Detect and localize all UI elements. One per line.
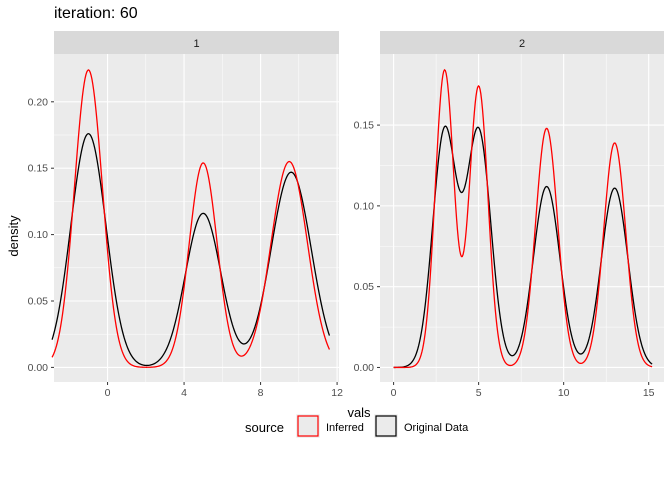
legend-key-swatch [297,415,319,437]
panel-background [380,54,664,382]
facet-strip [54,31,339,54]
facet-panel-1: 1 0.00 0.05 0.10 0.15 0.20 0 4 8 12 [28,31,343,399]
x-tick-label: 15 [643,387,655,399]
y-tick-label: 0.05 [354,281,375,293]
panels-group: 1 0.00 0.05 0.10 0.15 0.20 0 4 8 12 2 0.00 0.05 0.10 0… [28,31,664,399]
facet-strip-label: 2 [519,38,525,50]
legend-key-background [373,413,399,439]
x-tick-label: 8 [258,387,264,399]
panel-background [54,54,339,382]
legend-key-background [295,413,321,439]
y-tick-label: 0.15 [354,120,375,132]
x-axis-label: vals [347,405,371,420]
legend-label: Inferred [326,422,364,434]
y-tick-label: 0.00 [28,362,49,374]
x-tick-label: 0 [391,387,397,399]
density-line-inferred [51,69,331,368]
legend-item-original-data: Original Data [373,413,469,439]
chart-title: iteration: 60 [54,5,138,22]
y-tick-label: 0.00 [354,362,375,374]
y-tick-label: 0.05 [28,295,49,307]
facet-strip [380,31,664,54]
y-tick-label: 0.15 [28,163,49,175]
x-tick-label: 0 [105,387,111,399]
y-tick-label: 0.10 [28,229,49,241]
density-line-original-data [393,125,653,369]
facet-panel-2: 2 0.00 0.05 0.10 0.15 0 5 10 15 [354,31,664,399]
legend: source Inferred Original Data [245,413,469,439]
legend-label: Original Data [404,422,469,434]
x-tick-label: 5 [476,387,482,399]
x-tick-label: 4 [181,387,187,399]
facet-strip-label: 1 [193,38,199,50]
x-tick-label: 10 [558,387,570,399]
y-tick-label: 0.20 [28,96,49,108]
legend-key-swatch [375,415,397,437]
density-line-inferred [393,68,653,369]
density-line-original-data [51,132,331,367]
y-axis-label: density [6,215,21,257]
x-tick-label: 12 [331,387,343,399]
legend-title: source [245,420,284,435]
legend-item-inferred: Inferred [295,413,364,439]
y-tick-label: 0.10 [354,200,375,212]
